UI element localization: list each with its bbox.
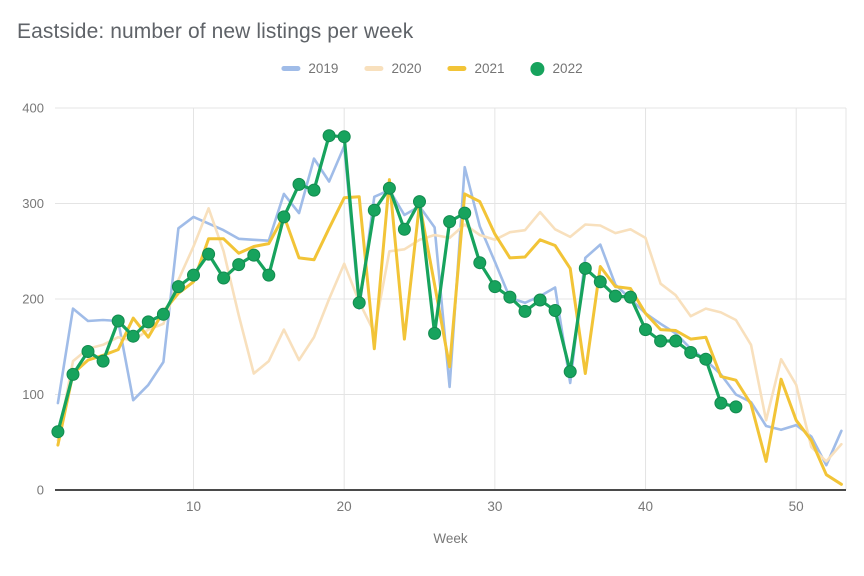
data-point-2022-w24: [397, 222, 411, 236]
legend-item-2020: 2020: [364, 61, 422, 76]
legend-item-2019: 2019: [281, 61, 338, 76]
x-axis-title: Week: [433, 531, 468, 546]
data-point-2022-w10: [187, 268, 200, 282]
data-point-2022-w38: [608, 289, 622, 303]
legend-label: 2021: [474, 61, 505, 76]
y-tick-label: 400: [22, 101, 44, 116]
legend-item-2021: 2021: [447, 61, 505, 76]
data-point-2022-w21: [352, 296, 366, 310]
data-point-2022-w26: [428, 326, 442, 340]
legend-swatch-2022: [530, 61, 545, 76]
data-point-2022-w7: [141, 315, 155, 329]
data-point-2022-w16: [277, 210, 291, 224]
legend-label: 2022: [552, 61, 583, 76]
data-point-2022-w39: [624, 290, 637, 304]
series-line-2020: [56, 207, 843, 463]
data-point-2022-w32: [518, 304, 532, 318]
data-point-2022-w23: [382, 181, 396, 195]
legend: 2019 2020 2021 2022: [281, 61, 583, 76]
series-line-2021: [56, 178, 843, 486]
legend-swatch-2019: [281, 66, 301, 71]
data-point-2022-w40: [639, 323, 652, 337]
data-point-2022-w11: [202, 247, 216, 261]
x-tick-label: 10: [186, 499, 201, 514]
data-point-2022-w8: [156, 307, 170, 321]
data-point-2022-w20: [337, 130, 351, 144]
data-point-2022-w36: [578, 261, 592, 275]
data-point-2022-w17: [292, 177, 306, 191]
x-tick-label: 20: [337, 499, 352, 514]
data-point-2022-w44: [699, 352, 713, 366]
y-tick-label: 0: [37, 483, 44, 498]
data-point-2022-w28: [458, 206, 472, 220]
data-point-2022-w4: [96, 354, 110, 368]
y-tick-label: 200: [22, 292, 44, 307]
data-point-2022-w35: [563, 365, 577, 379]
data-point-2022-w42: [669, 334, 683, 348]
x-tick-label: 40: [638, 499, 653, 514]
data-point-2022-w5: [111, 314, 125, 328]
data-point-2022-w15: [262, 268, 276, 282]
x-tick-label: 30: [487, 499, 502, 514]
data-point-2022-w41: [654, 334, 668, 348]
data-point-2022-w37: [593, 275, 607, 289]
series-line-2019: [56, 144, 843, 467]
data-point-2022-w13: [232, 258, 246, 272]
data-point-2022-w45: [714, 396, 728, 410]
data-point-2022-w29: [473, 256, 487, 270]
data-point-2022-w34: [548, 304, 562, 317]
data-point-2022-w1: [51, 425, 65, 439]
data-point-2022-w9: [171, 280, 185, 294]
legend-swatch-2020: [364, 66, 384, 71]
x-tick-label: 50: [789, 499, 804, 514]
data-point-2022-w27: [443, 215, 457, 229]
data-point-2022-w6: [126, 329, 140, 343]
data-point-2022-w12: [217, 271, 231, 285]
data-point-2022-w18: [307, 183, 321, 197]
y-tick-label: 300: [22, 196, 44, 211]
data-point-2022-w2: [66, 367, 80, 381]
data-point-2022-w25: [413, 195, 426, 209]
data-point-2022-w19: [322, 129, 336, 143]
data-point-2022-w31: [503, 290, 517, 304]
legend-label: 2019: [308, 61, 339, 76]
data-point-2022-w14: [247, 248, 261, 262]
chart-title: Eastside: number of new listings per wee…: [17, 20, 414, 43]
data-point-2022-w22: [367, 203, 381, 217]
legend-item-2022: 2022: [530, 61, 583, 76]
data-point-2022-w46: [729, 400, 743, 414]
data-point-2022-w30: [488, 280, 502, 294]
series-line-2022: [56, 134, 738, 434]
legend-label: 2020: [391, 61, 422, 76]
y-tick-label: 100: [22, 387, 44, 402]
legend-swatch-2021: [447, 66, 467, 71]
data-point-2022-w3: [81, 345, 95, 358]
data-point-2022-w33: [533, 293, 547, 307]
data-point-2022-w43: [684, 346, 698, 359]
